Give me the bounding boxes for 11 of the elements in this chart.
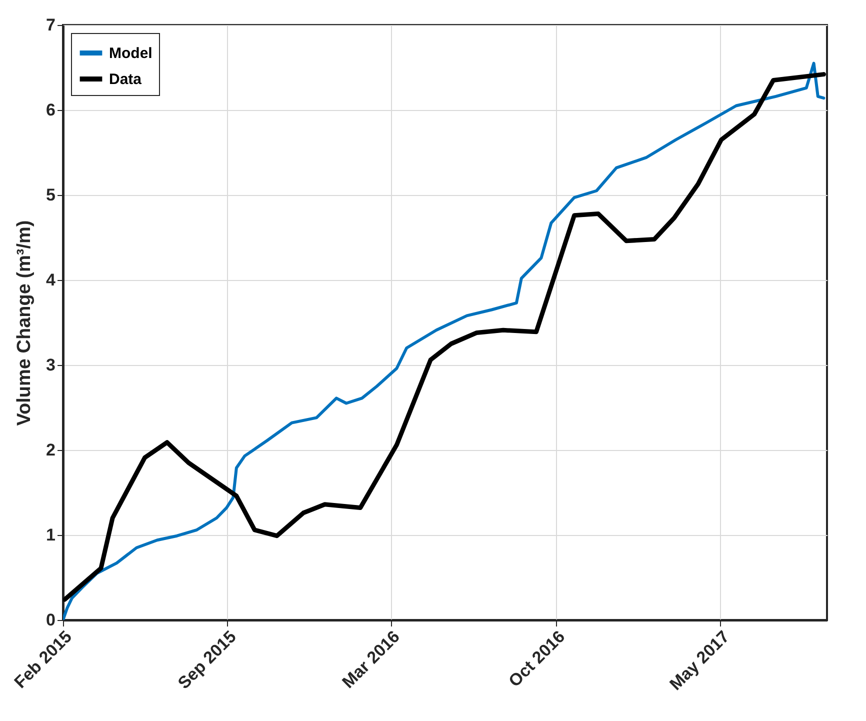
y-tick-label: 1 [46, 526, 56, 544]
legend-label: Model [109, 45, 152, 62]
legend-label: Data [109, 71, 142, 88]
y-tick-label: 3 [46, 356, 56, 374]
y-tick-label: 5 [46, 186, 56, 204]
y-tick-label: 4 [46, 270, 56, 290]
y-tick-label: 6 [46, 100, 56, 120]
y-axis-title: Volume Change (m³/m) [14, 220, 36, 426]
y-tick-label: 2 [46, 440, 56, 460]
y-tick-label: 0 [46, 610, 56, 630]
y-tick-label: 7 [46, 16, 56, 34]
